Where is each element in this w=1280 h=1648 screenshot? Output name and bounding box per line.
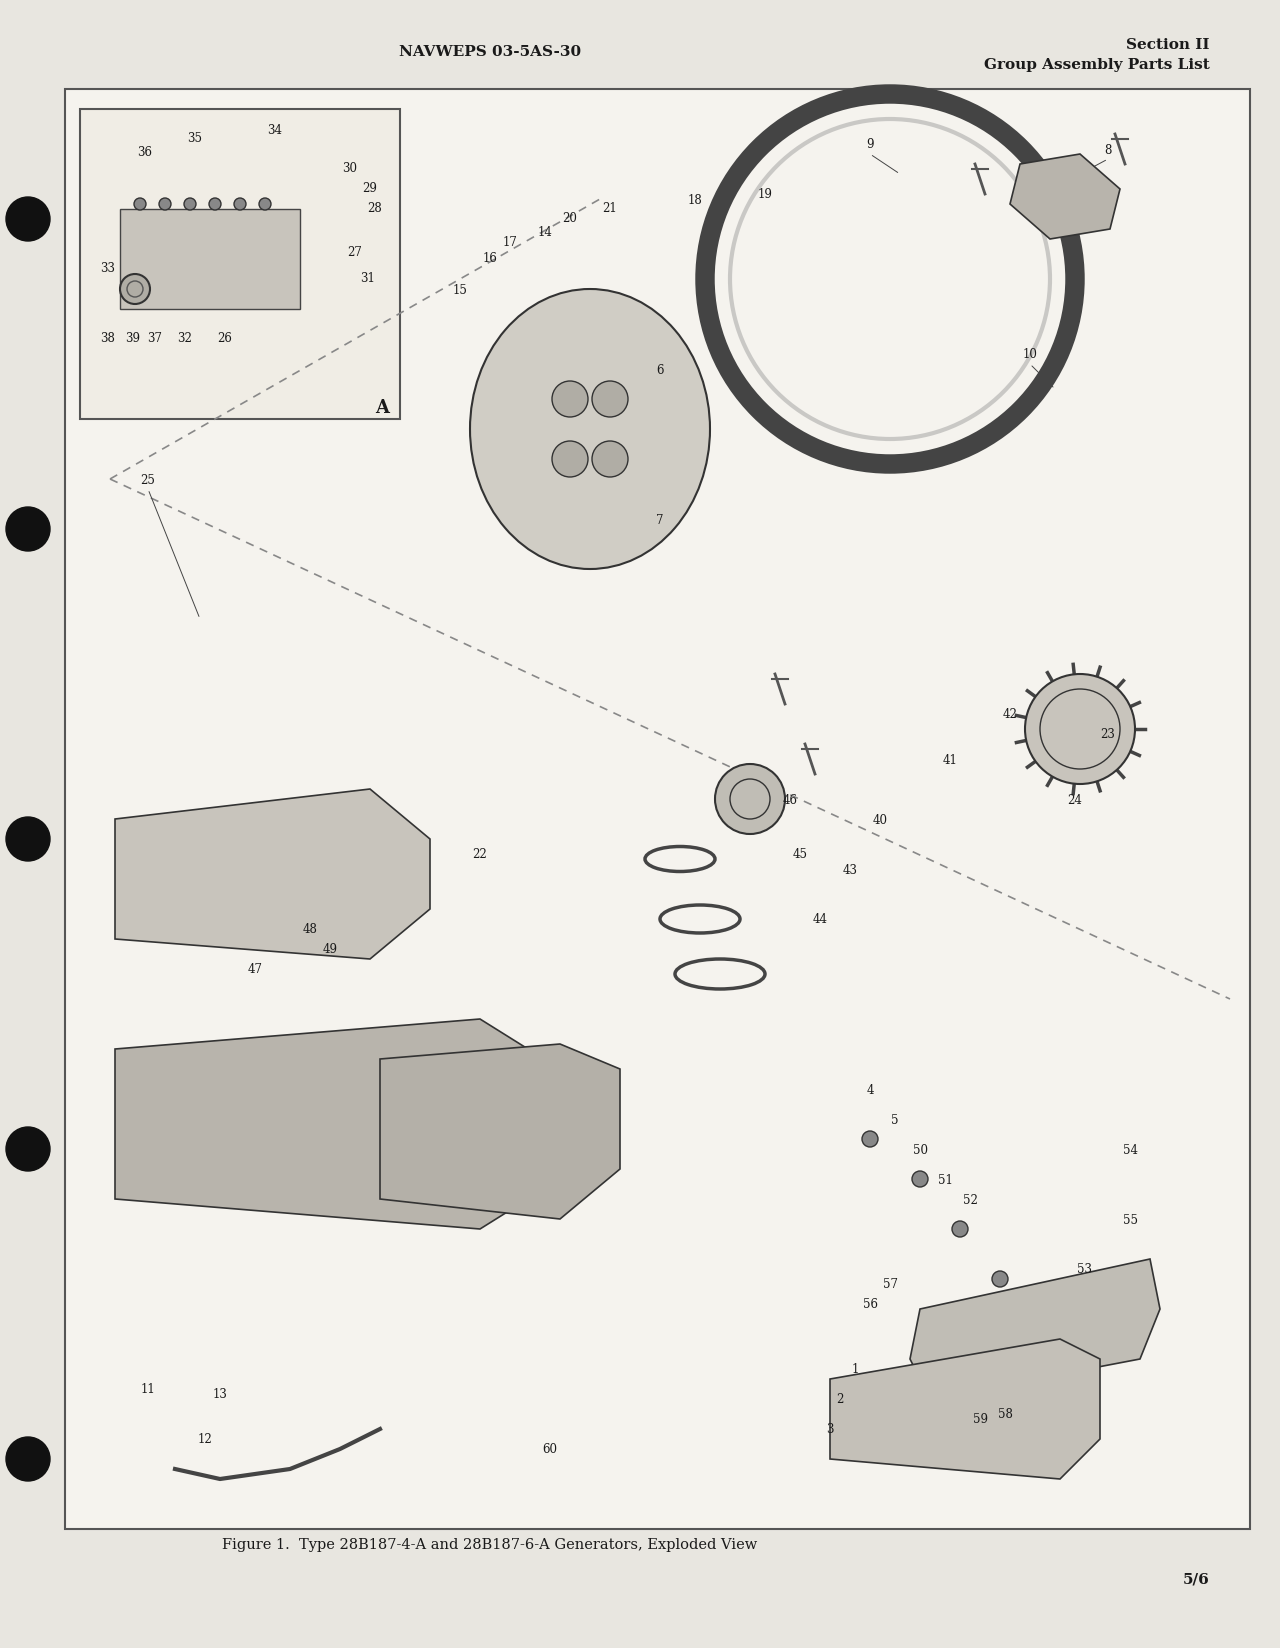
Text: 3: 3 [827, 1422, 833, 1435]
Polygon shape [380, 1045, 620, 1220]
Text: 16: 16 [483, 252, 498, 264]
Circle shape [6, 1437, 50, 1482]
Text: 49: 49 [323, 943, 338, 956]
Text: 13: 13 [212, 1388, 228, 1401]
Text: 33: 33 [101, 262, 115, 274]
Circle shape [1025, 674, 1135, 784]
Text: 18: 18 [687, 193, 703, 206]
Text: 1: 1 [851, 1363, 859, 1376]
Text: 53: 53 [1078, 1262, 1093, 1276]
Text: 28: 28 [367, 201, 383, 214]
Bar [79, 110, 399, 420]
Circle shape [134, 199, 146, 211]
Text: 9: 9 [867, 138, 874, 152]
Text: Figure 1.  Type 28B187-4-A and 28B187-6-A Generators, Exploded View: Figure 1. Type 28B187-4-A and 28B187-6-A… [223, 1538, 758, 1551]
Circle shape [6, 1127, 50, 1172]
Text: 38: 38 [101, 331, 115, 344]
Text: 7: 7 [657, 513, 664, 526]
Text: 44: 44 [813, 913, 827, 926]
Text: 56: 56 [863, 1297, 878, 1310]
Ellipse shape [470, 290, 710, 570]
Text: 52: 52 [963, 1193, 978, 1206]
Text: 34: 34 [268, 124, 283, 137]
Text: 2: 2 [836, 1393, 844, 1406]
Circle shape [159, 199, 172, 211]
Text: 32: 32 [178, 331, 192, 344]
Text: 46: 46 [782, 793, 797, 806]
Text: Group Assembly Parts List: Group Assembly Parts List [984, 58, 1210, 73]
Text: 11: 11 [141, 1383, 155, 1396]
Text: 24: 24 [1068, 793, 1083, 806]
Text: 5/6: 5/6 [1183, 1572, 1210, 1585]
Circle shape [259, 199, 271, 211]
Text: 59: 59 [973, 1412, 987, 1426]
Text: 23: 23 [1101, 728, 1115, 742]
Text: 8: 8 [1105, 143, 1112, 157]
Text: 47: 47 [247, 962, 262, 976]
Text: 43: 43 [842, 864, 858, 877]
Text: 60: 60 [543, 1442, 558, 1455]
Circle shape [184, 199, 196, 211]
Text: 19: 19 [758, 188, 772, 201]
Circle shape [6, 198, 50, 242]
Text: 30: 30 [343, 162, 357, 175]
Circle shape [861, 1131, 878, 1147]
Polygon shape [115, 789, 430, 959]
Text: 10: 10 [1023, 348, 1037, 361]
Text: 22: 22 [472, 849, 488, 860]
Text: 31: 31 [361, 272, 375, 285]
Text: 48: 48 [302, 923, 317, 936]
Text: 4: 4 [867, 1083, 874, 1096]
Circle shape [6, 508, 50, 552]
Polygon shape [829, 1340, 1100, 1480]
Circle shape [591, 442, 628, 478]
Text: 51: 51 [937, 1173, 952, 1187]
Text: 45: 45 [792, 849, 808, 860]
Text: 21: 21 [603, 201, 617, 214]
Text: 5: 5 [891, 1112, 899, 1126]
Text: 12: 12 [197, 1432, 212, 1445]
Text: 39: 39 [125, 331, 141, 344]
Text: 36: 36 [137, 145, 152, 158]
Circle shape [6, 817, 50, 862]
Text: A: A [375, 399, 389, 417]
Text: 17: 17 [503, 236, 517, 249]
Circle shape [552, 442, 588, 478]
Text: 6: 6 [657, 363, 664, 376]
Circle shape [120, 275, 150, 305]
Text: 25: 25 [141, 473, 155, 486]
Bar [120, 209, 300, 310]
Circle shape [234, 199, 246, 211]
Circle shape [591, 382, 628, 417]
Text: 15: 15 [453, 283, 467, 297]
Text: 40: 40 [873, 812, 887, 826]
Circle shape [552, 382, 588, 417]
Circle shape [716, 765, 785, 834]
Circle shape [209, 199, 221, 211]
Circle shape [992, 1271, 1009, 1287]
Circle shape [911, 1172, 928, 1187]
Bar [65, 91, 1251, 1529]
Text: 41: 41 [942, 753, 957, 766]
Text: 35: 35 [187, 132, 202, 145]
Text: 42: 42 [1002, 709, 1018, 722]
Text: 57: 57 [882, 1277, 897, 1290]
Text: 55: 55 [1123, 1213, 1138, 1226]
Text: 58: 58 [997, 1407, 1012, 1421]
Text: 27: 27 [348, 246, 362, 259]
Circle shape [952, 1221, 968, 1238]
Text: 50: 50 [913, 1142, 928, 1155]
Text: 54: 54 [1123, 1142, 1138, 1155]
Text: 26: 26 [218, 331, 233, 344]
Text: 37: 37 [147, 331, 163, 344]
Text: Section II: Section II [1126, 38, 1210, 53]
Polygon shape [1010, 155, 1120, 241]
Text: 14: 14 [538, 226, 553, 239]
Text: 20: 20 [563, 211, 577, 224]
Polygon shape [115, 1020, 561, 1229]
Text: NAVWEPS 03-5AS-30: NAVWEPS 03-5AS-30 [399, 44, 581, 59]
Polygon shape [910, 1259, 1160, 1399]
Text: 29: 29 [362, 181, 378, 194]
